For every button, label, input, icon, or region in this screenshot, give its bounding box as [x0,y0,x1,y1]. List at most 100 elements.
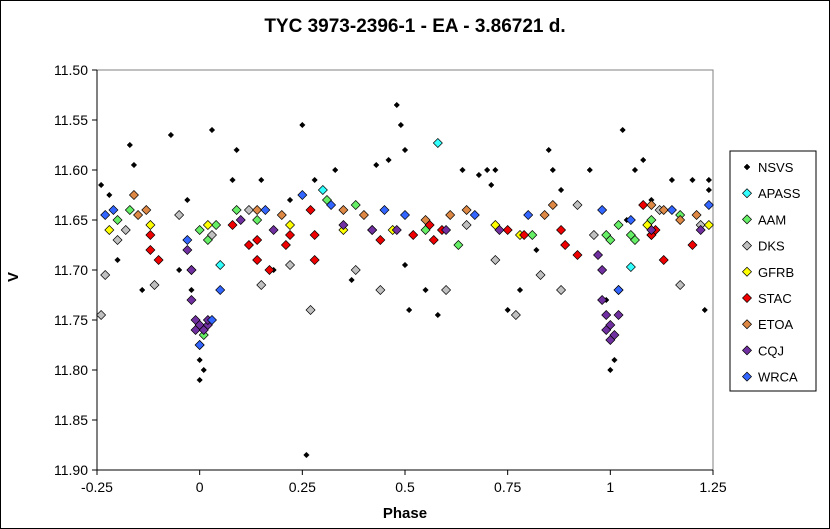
data-point-aam [231,205,242,215]
data-point-dks [174,210,185,220]
x-tick-label: -0.25 [81,479,113,495]
data-point-nsvs [459,166,466,174]
data-point-dks [510,310,521,320]
data-point-nsvs [705,176,713,184]
data-point-nsvs [385,156,392,164]
data-point-aam [527,230,538,240]
data-point-dks [285,260,296,270]
data-point-etoa [252,205,263,215]
data-point-stac [309,230,320,240]
data-point-dks [112,235,123,245]
x-tick-label: 1.25 [699,479,726,495]
data-point-stac [252,235,263,245]
data-point-wrca [260,205,271,215]
data-point-etoa [658,205,669,215]
data-point-stac [264,265,275,275]
data-point-stac [556,225,567,235]
data-point-dks [256,280,267,290]
data-point-nsvs [200,366,207,374]
legend-label-wrca: WRCA [758,370,798,385]
data-point-wrca [182,235,193,245]
data-point-wrca [613,285,624,295]
legend-marker-nsvs [743,163,751,171]
data-point-etoa [547,200,558,210]
legend-label-aam: AAM [758,212,786,227]
data-point-stac [309,255,320,265]
data-point-stac [145,245,156,255]
data-point-etoa [133,210,144,220]
data-point-etoa [539,210,550,220]
data-points [96,101,714,459]
data-point-cqj [601,310,612,320]
data-point-nsvs [488,181,495,189]
legend-label-apass: APASS [758,186,801,201]
data-point-etoa [358,210,369,220]
data-point-dks [243,205,254,215]
data-point-wrca [597,205,608,215]
data-point-cqj [186,265,197,275]
data-point-etoa [675,215,686,225]
legend-marker-cqj [742,345,752,356]
data-point-stac [638,200,649,210]
series-apass [215,138,636,272]
data-point-stac [243,240,254,250]
data-point-stac [227,220,238,230]
data-point-wrca [666,205,677,215]
chart-title: TYC 3973-2396-1 - EA - 3.86721 d. [264,16,566,37]
x-tick-label: 0.75 [494,479,521,495]
tick-labels: 11.50 11.55 11.60 11.65 11.70 11.75 11.80 11.85… [54,62,727,495]
legend-label-dks: DKS [758,239,785,254]
data-point-wrca [400,210,410,220]
data-point-aam [252,215,263,225]
y-tick-label: 11.55 [54,112,88,128]
data-point-nsvs [557,186,565,194]
data-point-stac [285,230,296,240]
data-point-nsvs [332,166,339,174]
data-point-stac [252,255,263,265]
data-point-nsvs [611,356,618,364]
data-point-cqj [235,215,246,225]
data-point-nsvs [705,186,713,194]
data-point-nsvs [208,126,216,134]
legend-label-nsvs: NSVS [758,160,794,175]
data-point-stac [153,255,164,265]
data-point-aam [124,205,135,215]
data-point-etoa [461,205,472,215]
data-point-nsvs [130,161,138,169]
legend-marker-dks [742,240,752,251]
data-point-gfrb [285,220,296,230]
data-point-apass [215,260,226,270]
data-point-nsvs [196,356,203,364]
axes [92,69,714,475]
data-point-nsvs [483,166,491,174]
data-point-nsvs [401,146,409,154]
data-point-cqj [597,295,608,305]
data-point-wrca [379,205,390,215]
data-point-nsvs [422,286,429,294]
data-point-aam [350,200,361,210]
data-point-etoa [691,210,702,220]
data-point-nsvs [619,126,626,134]
y-tick-label: 11.85 [54,412,88,428]
data-point-stac [502,225,513,235]
plot-area [96,69,714,471]
y-tick-label: 11.90 [54,462,88,478]
data-point-nsvs [175,266,183,274]
data-point-dks [120,225,131,235]
data-point-dks [675,280,686,290]
legend-marker-gfrb [742,266,752,277]
data-point-cqj [268,225,279,235]
data-point-nsvs [196,376,203,384]
data-point-gfrb [703,220,714,230]
data-point-aam [198,330,209,340]
data-point-dks [206,230,217,240]
data-point-gfrb [338,225,349,235]
data-point-gfrb [202,220,213,230]
data-point-nsvs [311,176,318,184]
data-point-nsvs [299,121,306,129]
legend-marker-stac [742,293,752,303]
data-point-apass [432,138,443,148]
data-point-dks [441,285,452,295]
data-point-stac [305,205,316,215]
data-point-stac [687,240,698,250]
